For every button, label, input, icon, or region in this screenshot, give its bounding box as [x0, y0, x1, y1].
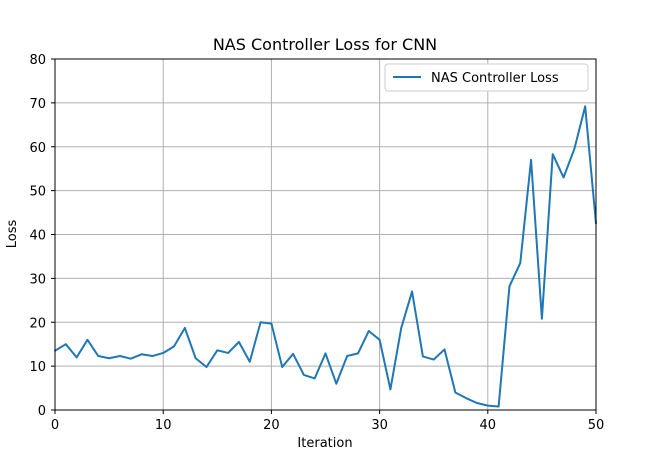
data-point — [476, 402, 478, 404]
data-point — [238, 341, 240, 343]
data-point — [486, 404, 489, 407]
data-point — [227, 352, 230, 354]
axis-ticks: 0 10 20 30 40 50 0 10 20 30 40 50 60 70 80 — [29, 53, 604, 433]
data-point — [389, 388, 392, 391]
data-point — [508, 285, 511, 288]
data-point — [562, 176, 565, 179]
data-point — [281, 366, 284, 368]
y-tick-label: 20 — [29, 316, 46, 331]
legend-entry-label: NAS Controller Loss — [431, 71, 559, 86]
data-point — [497, 405, 500, 408]
chart-title: NAS Controller Loss for CNN — [213, 35, 437, 54]
data-point — [183, 327, 186, 329]
data-point — [573, 148, 576, 150]
data-point — [270, 322, 273, 325]
data-point — [119, 355, 121, 357]
x-tick-label: 50 — [588, 418, 605, 433]
data-point — [454, 391, 457, 394]
data-point — [443, 348, 446, 351]
y-tick-label: 70 — [29, 97, 46, 112]
data-point — [357, 352, 359, 355]
data-point — [173, 345, 175, 348]
data-point — [248, 360, 251, 363]
data-point — [86, 338, 89, 341]
data-point — [411, 290, 413, 293]
x-tick-label: 10 — [155, 418, 172, 433]
x-tick-label: 0 — [51, 418, 59, 433]
data-point — [584, 105, 587, 108]
data-point — [205, 366, 208, 368]
data-point — [400, 327, 403, 329]
data-point — [465, 397, 468, 400]
data-point — [97, 355, 100, 357]
data-point — [75, 356, 78, 359]
data-point — [335, 382, 338, 385]
data-point — [313, 377, 316, 380]
x-axis-label: Iteration — [297, 436, 352, 451]
data-point — [140, 353, 143, 356]
y-tick-label: 0 — [38, 404, 46, 419]
data-point — [421, 355, 424, 358]
y-tick-label: 80 — [29, 53, 46, 68]
data-point — [292, 352, 294, 355]
y-tick-label: 40 — [29, 229, 46, 244]
data-point — [541, 317, 543, 320]
legend-box — [384, 63, 589, 92]
data-point — [151, 355, 154, 357]
data-point — [519, 262, 522, 264]
legend: NAS Controller Loss — [384, 63, 589, 92]
y-tick-label: 10 — [29, 360, 46, 375]
data-point — [216, 349, 219, 352]
y-tick-label: 30 — [29, 272, 46, 287]
data-point — [432, 358, 435, 361]
data-point — [259, 321, 262, 324]
x-tick-label: 30 — [371, 418, 388, 433]
data-point — [302, 374, 305, 376]
data-point — [194, 357, 197, 360]
data-point — [378, 338, 381, 341]
y-tick-label: 60 — [29, 141, 46, 156]
data-point — [367, 330, 370, 332]
data-point — [162, 352, 165, 354]
x-tick-label: 20 — [263, 418, 280, 433]
data-point — [530, 159, 532, 161]
data-point — [324, 352, 327, 355]
data-point — [64, 343, 67, 346]
data-point — [551, 153, 554, 156]
data-point — [346, 355, 349, 357]
y-tick-label: 50 — [29, 185, 46, 200]
data-point — [129, 357, 132, 360]
x-tick-label: 40 — [480, 418, 497, 433]
y-axis-label: Loss — [5, 220, 20, 249]
data-point — [108, 357, 110, 360]
